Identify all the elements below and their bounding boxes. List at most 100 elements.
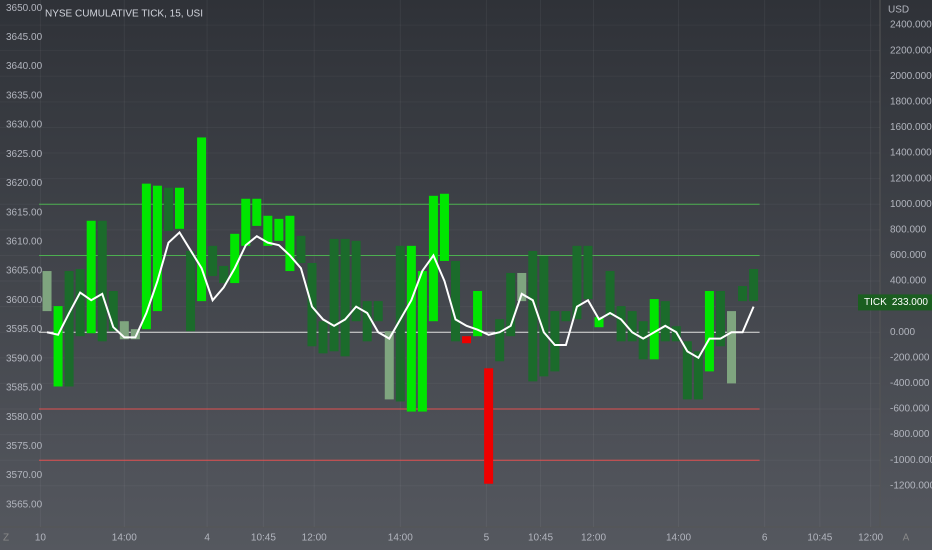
y2-tick-label: -600.000 (890, 404, 930, 415)
candle-body (86, 220, 96, 334)
candle-body (163, 187, 173, 231)
y2-tick-label: -200.000 (890, 352, 930, 363)
y-tick-label: 3595.00 (6, 324, 43, 335)
candle-body (495, 319, 505, 362)
candle-body (141, 183, 151, 330)
button[interactable]: A (903, 533, 910, 544)
y-tick-label: 3620.00 (6, 178, 43, 189)
candle-body (693, 351, 703, 400)
candle-body (362, 301, 372, 342)
candle-body (97, 220, 107, 342)
y-tick-label: 3570.00 (6, 470, 43, 481)
candle-body (395, 245, 405, 402)
candle-body (451, 260, 461, 342)
candle-body (572, 245, 582, 320)
y-tick-label: 3585.00 (6, 383, 43, 394)
candle-body (616, 306, 626, 342)
candle-body (439, 193, 449, 261)
y2-tick-label: 1600.000 (890, 122, 932, 133)
last-value: 233.000 (892, 297, 929, 308)
candle-body (715, 291, 725, 347)
candle-body (506, 272, 516, 337)
y2-tick-label: 600.000 (890, 250, 927, 261)
chart-title: NYSE CUMULATIVE TICK, 15, USI (45, 9, 203, 20)
x-tick-label: 10 (35, 533, 47, 544)
y-tick-label: 3565.00 (6, 499, 43, 510)
y2-tick-label: -400.000 (890, 378, 930, 389)
y2-tick-label: 400.000 (890, 276, 927, 287)
x-tick-label: 12:00 (581, 533, 606, 544)
y2-tick-label: -1000.000 (890, 455, 932, 466)
candle-body (484, 368, 494, 484)
candle-body (241, 198, 251, 246)
candle-body (605, 271, 615, 317)
candle-body (42, 271, 52, 312)
candle-body (539, 255, 549, 377)
y-tick-label: 3645.00 (6, 32, 43, 43)
last-badge (858, 294, 932, 311)
x-tick-label: 14:00 (666, 533, 691, 544)
y2-tick-label: 0.000 (890, 327, 915, 338)
candle-body (252, 198, 262, 226)
candle-body (627, 311, 637, 342)
y-tick-label: 3650.00 (6, 3, 43, 14)
candle-body (64, 271, 74, 387)
candle-body (208, 245, 218, 277)
y-tick-label: 3610.00 (6, 237, 43, 248)
candle-body (108, 291, 118, 332)
candle-body (351, 240, 361, 322)
y-tick-label: 3575.00 (6, 441, 43, 452)
candle-body (53, 306, 63, 387)
x-tick-label: 12:00 (302, 533, 327, 544)
y-tick-label: 3625.00 (6, 149, 43, 160)
candle-body (219, 265, 229, 284)
y-tick-label: 3630.00 (6, 120, 43, 131)
x-tick-label: 14:00 (388, 533, 413, 544)
candle-body (318, 321, 328, 354)
candle-body (660, 301, 670, 342)
y-tick-label: 3615.00 (6, 207, 43, 218)
candle-body (528, 250, 538, 382)
candle-body (462, 336, 472, 344)
candle-body (230, 233, 240, 284)
candle-body (263, 215, 273, 246)
y-tick-label: 3635.00 (6, 90, 43, 101)
candle-body (561, 311, 571, 322)
x-tick-label: 10:45 (528, 533, 553, 544)
x-tick-label: 5 (484, 533, 490, 544)
y2-tick-label: 1800.000 (890, 97, 932, 108)
y2-tick-label: 2400.000 (890, 20, 932, 31)
candle-body (649, 299, 659, 360)
candle-body (197, 137, 207, 302)
candle-body (704, 291, 714, 372)
candle-body (384, 331, 394, 400)
moving-average (46, 230, 755, 360)
candle-body (517, 272, 527, 302)
button[interactable]: Z (3, 533, 9, 544)
y2-tick-label: 800.000 (890, 224, 927, 235)
y2-tick-label: -800.000 (890, 429, 930, 440)
candle-body (473, 291, 483, 337)
y-tick-label: 3590.00 (6, 353, 43, 364)
last-name: TICK (864, 297, 887, 308)
candle-body (583, 245, 593, 300)
candle-body (119, 321, 129, 340)
y2-tick-label: 2200.000 (890, 45, 932, 56)
y-tick-label: 3605.00 (6, 266, 43, 277)
y-tick-label: 3640.00 (6, 61, 43, 72)
y2-tick-label: 2000.000 (890, 71, 932, 82)
candle-body (406, 245, 416, 412)
candle-body (373, 301, 383, 322)
candle-body (550, 311, 560, 372)
candle-body (296, 235, 306, 263)
candle-body (274, 218, 284, 241)
candle-body (186, 250, 196, 332)
axis-unit: USD (888, 5, 909, 16)
candle-body (638, 321, 648, 360)
y2-tick-label: -1200.000 (890, 480, 932, 491)
candle-body (428, 195, 438, 322)
y-tick-label: 3580.00 (6, 412, 43, 423)
y2-tick-label: 1400.000 (890, 148, 932, 159)
x-tick-label: 4 (204, 533, 210, 544)
